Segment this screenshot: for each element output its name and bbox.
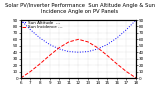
Text: Solar PV/Inverter Performance  Sun Altitude Angle & Sun Incidence Angle on PV Pa: Solar PV/Inverter Performance Sun Altitu… (5, 3, 155, 14)
Legend: Sun Altitude  ---, Sun Incidence ---: Sun Altitude ---, Sun Incidence --- (21, 20, 63, 30)
